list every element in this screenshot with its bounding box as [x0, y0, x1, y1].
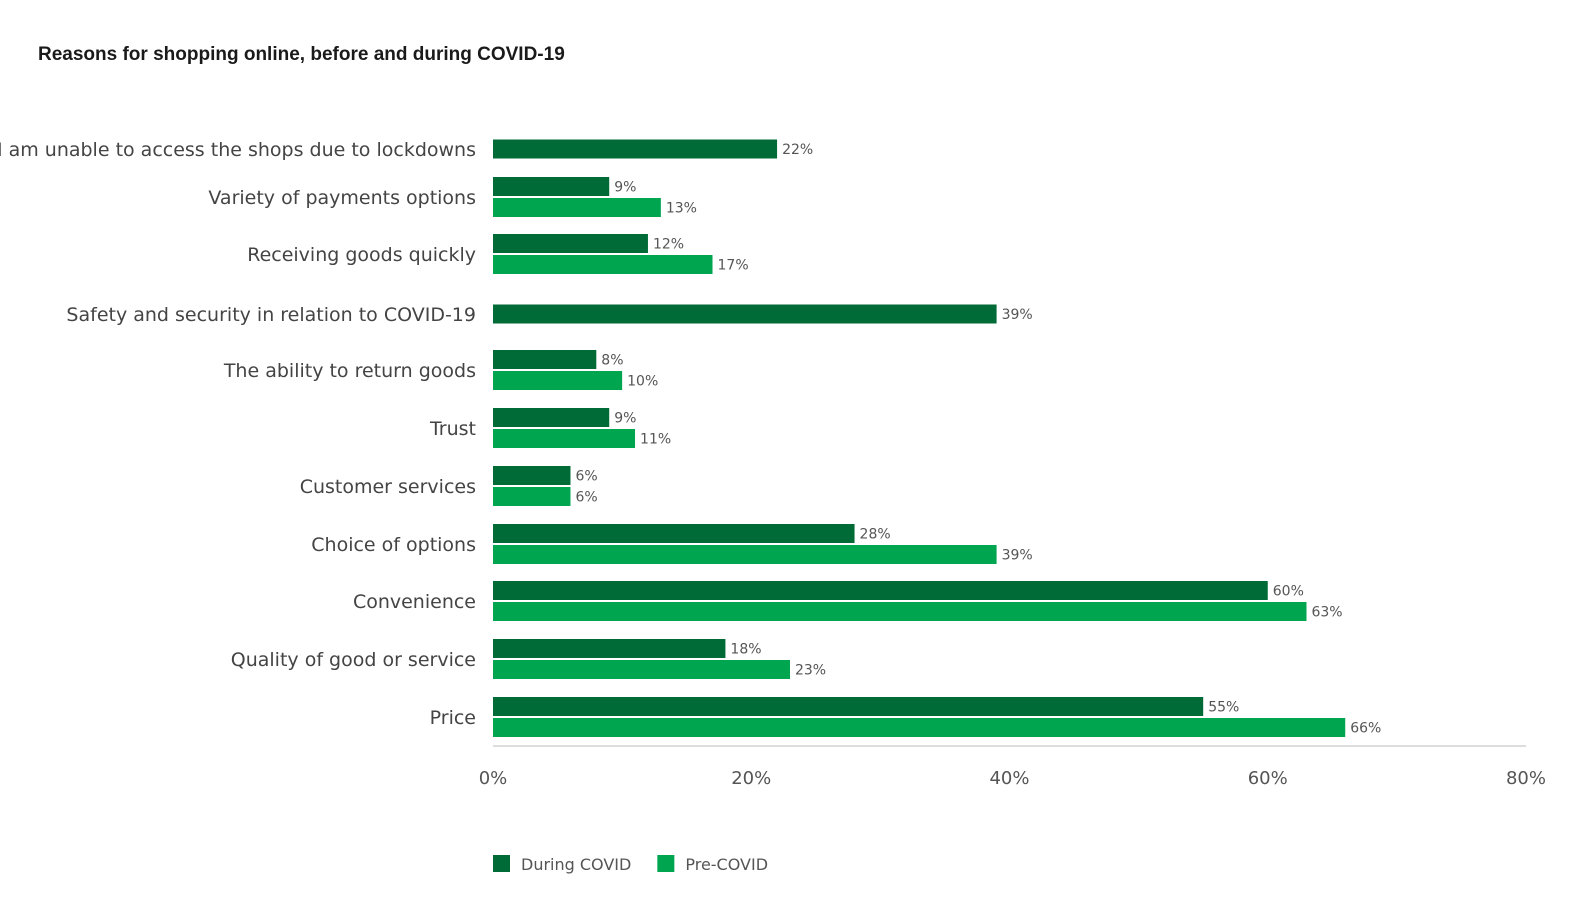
category-label: Quality of good or service	[231, 649, 476, 671]
category-label: Convenience	[353, 591, 476, 613]
category-label: I am unable to access the shops due to l…	[0, 139, 476, 161]
bar-during-covid	[493, 524, 855, 543]
data-label: 13%	[666, 201, 697, 217]
data-label: 22%	[782, 142, 813, 158]
bar-pre-covid	[493, 487, 571, 506]
category-label: Safety and security in relation to COVID…	[66, 304, 476, 326]
category-label: The ability to return goods	[223, 360, 476, 382]
data-label: 6%	[575, 490, 597, 506]
data-label: 60%	[1273, 584, 1304, 600]
x-tick-label: 40%	[989, 768, 1029, 789]
legend-label: During COVID	[521, 855, 631, 874]
bar-pre-covid	[493, 660, 790, 679]
x-tick-label: 0%	[479, 768, 508, 789]
bar-during-covid	[493, 581, 1268, 600]
bar-during-covid	[493, 177, 610, 196]
category-label: Variety of payments options	[208, 187, 476, 209]
data-label: 11%	[640, 432, 671, 448]
legend-swatch-pre-covid	[657, 855, 675, 872]
data-label: 23%	[795, 663, 826, 679]
data-label: 8%	[601, 353, 623, 369]
data-label: 66%	[1350, 721, 1381, 737]
data-label: 39%	[1002, 307, 1033, 323]
category-label: Trust	[429, 418, 476, 440]
legend-swatch-during-covid	[493, 855, 510, 872]
data-label: 63%	[1311, 605, 1342, 621]
data-label: 9%	[614, 180, 636, 196]
legend-label: Pre-COVID	[685, 855, 768, 874]
bar-during-covid	[493, 639, 726, 658]
bar-pre-covid	[493, 198, 661, 217]
category-label: Price	[430, 707, 476, 729]
bar-during-covid	[493, 408, 610, 427]
bar-pre-covid	[493, 255, 713, 274]
data-label: 12%	[653, 237, 684, 253]
bar-during-covid	[493, 697, 1204, 716]
chart-title: Reasons for shopping online, before and …	[38, 44, 565, 65]
x-tick-label: 80%	[1506, 768, 1546, 789]
bar-pre-covid	[493, 602, 1307, 621]
data-label: 6%	[575, 469, 597, 485]
bar-during-covid	[493, 139, 778, 159]
bar-pre-covid	[493, 545, 997, 564]
bar-during-covid	[493, 350, 597, 369]
data-label: 17%	[718, 258, 749, 274]
category-label: Customer services	[300, 476, 476, 498]
bar-during-covid	[493, 466, 571, 485]
data-label: 28%	[860, 527, 891, 543]
bar-pre-covid	[493, 429, 636, 448]
data-label: 10%	[627, 374, 658, 390]
data-label: 18%	[730, 642, 761, 658]
data-label: 9%	[614, 411, 636, 427]
category-label: Receiving goods quickly	[247, 244, 476, 266]
bar-during-covid	[493, 304, 997, 324]
bar-pre-covid	[493, 371, 623, 390]
data-label: 39%	[1002, 548, 1033, 564]
bar-during-covid	[493, 234, 648, 253]
x-tick-label: 60%	[1248, 768, 1288, 789]
x-tick-label: 20%	[731, 768, 771, 789]
bar-pre-covid	[493, 718, 1346, 737]
category-label: Choice of options	[311, 534, 476, 556]
data-label: 55%	[1208, 700, 1239, 716]
